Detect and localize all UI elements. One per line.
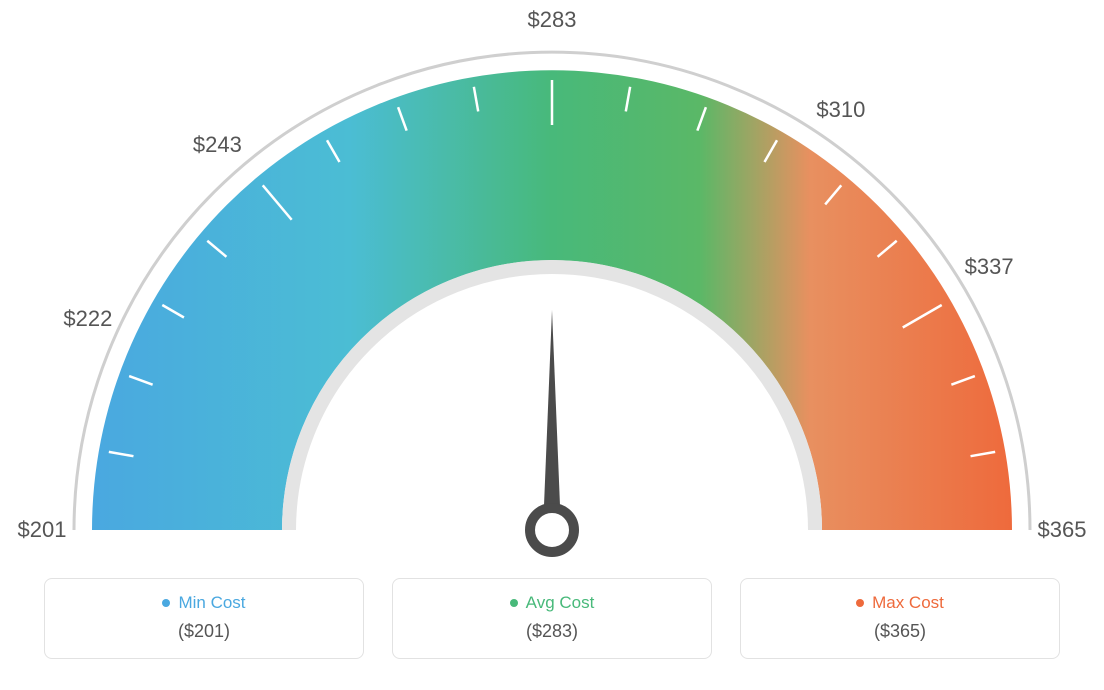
- legend-header: Max Cost: [856, 593, 944, 613]
- legend-label: Max Cost: [872, 593, 944, 613]
- gauge-svg: [0, 0, 1104, 560]
- legend-label: Min Cost: [178, 593, 245, 613]
- legend-dot-icon: [162, 599, 170, 607]
- legend-card: Max Cost ($365): [740, 578, 1060, 659]
- gauge-tick-label: $243: [193, 132, 242, 158]
- gauge-tick-label: $283: [528, 7, 577, 33]
- gauge-tick-label: $365: [1038, 517, 1087, 543]
- legend-value: ($201): [178, 621, 230, 642]
- legend-header: Min Cost: [162, 593, 245, 613]
- gauge-tick-label: $201: [18, 517, 67, 543]
- legend-dot-icon: [510, 599, 518, 607]
- legend-value: ($365): [874, 621, 926, 642]
- legend-value: ($283): [526, 621, 578, 642]
- legend-row: Min Cost ($201) Avg Cost ($283) Max Cost ($36…: [0, 578, 1104, 659]
- gauge-tick-label: $337: [965, 254, 1014, 280]
- legend-card: Avg Cost ($283): [392, 578, 712, 659]
- gauge-tick-label: $222: [63, 306, 112, 332]
- legend-header: Avg Cost: [510, 593, 595, 613]
- legend-label: Avg Cost: [526, 593, 595, 613]
- gauge-tick-label: $310: [816, 97, 865, 123]
- legend-dot-icon: [856, 599, 864, 607]
- gauge-chart: $201 $222 $243 $283 $310 $337 $365: [0, 0, 1104, 560]
- legend-card: Min Cost ($201): [44, 578, 364, 659]
